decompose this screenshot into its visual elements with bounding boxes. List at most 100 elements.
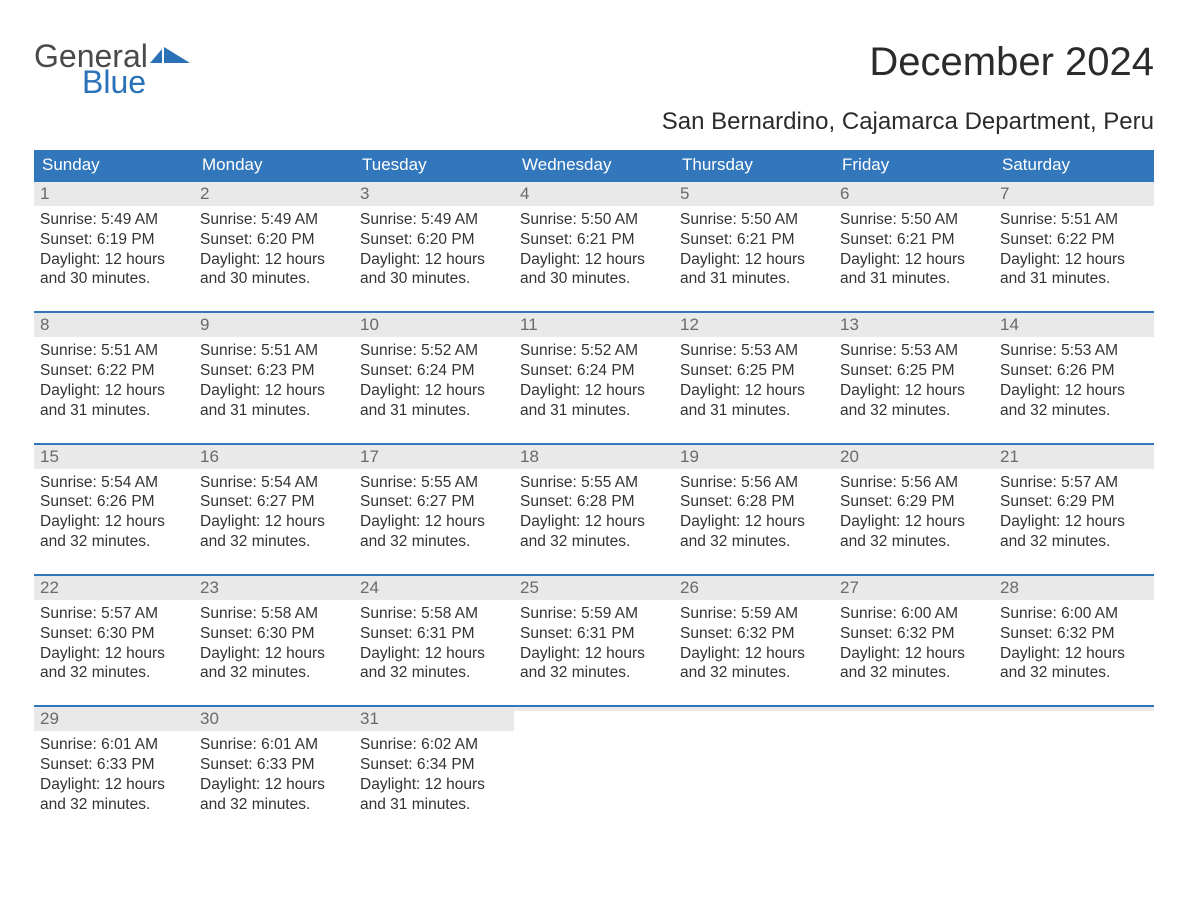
day-sunset: Sunset: 6:20 PM: [360, 230, 508, 250]
day-day1: Daylight: 12 hours: [840, 250, 988, 270]
day-sunset: Sunset: 6:21 PM: [520, 230, 668, 250]
day-number: 23: [194, 576, 354, 600]
day-sunset: Sunset: 6:24 PM: [520, 361, 668, 381]
day-details: Sunrise: 5:53 AMSunset: 6:25 PMDaylight:…: [834, 337, 994, 426]
day-number-row: 28: [994, 576, 1154, 600]
calendar-cell: 4Sunrise: 5:50 AMSunset: 6:21 PMDaylight…: [514, 182, 674, 295]
day-day2: and 32 minutes.: [1000, 532, 1148, 552]
day-day1: Daylight: 12 hours: [200, 250, 348, 270]
day-day1: Daylight: 12 hours: [200, 775, 348, 795]
calendar-cell: 15Sunrise: 5:54 AMSunset: 6:26 PMDayligh…: [34, 445, 194, 558]
day-details: Sunrise: 5:52 AMSunset: 6:24 PMDaylight:…: [514, 337, 674, 426]
day-sunrise: Sunrise: 5:53 AM: [680, 341, 828, 361]
day-number-row: 24: [354, 576, 514, 600]
day-day1: Daylight: 12 hours: [40, 250, 188, 270]
day-sunset: Sunset: 6:23 PM: [200, 361, 348, 381]
day-sunrise: Sunrise: 5:54 AM: [200, 473, 348, 493]
day-day2: and 31 minutes.: [520, 401, 668, 421]
day-sunset: Sunset: 6:20 PM: [200, 230, 348, 250]
calendar-cell: 9Sunrise: 5:51 AMSunset: 6:23 PMDaylight…: [194, 313, 354, 426]
day-number: 22: [34, 576, 194, 600]
day-number: 13: [834, 313, 994, 337]
day-sunrise: Sunrise: 5:57 AM: [40, 604, 188, 624]
day-number: 20: [834, 445, 994, 469]
calendar-cell: 6Sunrise: 5:50 AMSunset: 6:21 PMDaylight…: [834, 182, 994, 295]
calendar-cell: 18Sunrise: 5:55 AMSunset: 6:28 PMDayligh…: [514, 445, 674, 558]
day-number: 31: [354, 707, 514, 731]
calendar-cell: 30Sunrise: 6:01 AMSunset: 6:33 PMDayligh…: [194, 707, 354, 820]
day-day1: Daylight: 12 hours: [520, 512, 668, 532]
day-header-saturday: Saturday: [994, 150, 1154, 180]
day-day2: and 30 minutes.: [40, 269, 188, 289]
day-sunset: Sunset: 6:22 PM: [1000, 230, 1148, 250]
day-details: Sunrise: 5:51 AMSunset: 6:22 PMDaylight:…: [34, 337, 194, 426]
day-day2: and 30 minutes.: [200, 269, 348, 289]
day-day2: and 31 minutes.: [680, 401, 828, 421]
day-details: Sunrise: 5:57 AMSunset: 6:30 PMDaylight:…: [34, 600, 194, 689]
day-details: Sunrise: 6:00 AMSunset: 6:32 PMDaylight:…: [834, 600, 994, 689]
day-day1: Daylight: 12 hours: [1000, 512, 1148, 532]
day-details: Sunrise: 5:49 AMSunset: 6:20 PMDaylight:…: [194, 206, 354, 295]
day-sunrise: Sunrise: 5:49 AM: [360, 210, 508, 230]
day-sunrise: Sunrise: 5:50 AM: [520, 210, 668, 230]
calendar-cell: 20Sunrise: 5:56 AMSunset: 6:29 PMDayligh…: [834, 445, 994, 558]
day-header-tuesday: Tuesday: [354, 150, 514, 180]
day-details: Sunrise: 5:55 AMSunset: 6:27 PMDaylight:…: [354, 469, 514, 558]
day-number-row: 15: [34, 445, 194, 469]
day-number-row: 8: [34, 313, 194, 337]
day-details: Sunrise: 5:54 AMSunset: 6:27 PMDaylight:…: [194, 469, 354, 558]
day-sunrise: Sunrise: 5:59 AM: [680, 604, 828, 624]
day-day2: and 32 minutes.: [200, 663, 348, 683]
day-day2: and 30 minutes.: [360, 269, 508, 289]
day-number: 27: [834, 576, 994, 600]
calendar-cell: 27Sunrise: 6:00 AMSunset: 6:32 PMDayligh…: [834, 576, 994, 689]
day-sunset: Sunset: 6:26 PM: [1000, 361, 1148, 381]
day-sunrise: Sunrise: 5:53 AM: [1000, 341, 1148, 361]
calendar-cell: 2Sunrise: 5:49 AMSunset: 6:20 PMDaylight…: [194, 182, 354, 295]
day-day2: and 32 minutes.: [40, 795, 188, 815]
day-number: 21: [994, 445, 1154, 469]
calendar-cell: [994, 707, 1154, 820]
day-sunrise: Sunrise: 5:56 AM: [840, 473, 988, 493]
day-day1: Daylight: 12 hours: [1000, 381, 1148, 401]
day-sunset: Sunset: 6:21 PM: [680, 230, 828, 250]
calendar-week: 1Sunrise: 5:49 AMSunset: 6:19 PMDaylight…: [34, 180, 1154, 295]
day-day2: and 32 minutes.: [200, 795, 348, 815]
day-number: 26: [674, 576, 834, 600]
day-number-row: 23: [194, 576, 354, 600]
day-number-row: 17: [354, 445, 514, 469]
day-details: Sunrise: 6:01 AMSunset: 6:33 PMDaylight:…: [194, 731, 354, 820]
day-day1: Daylight: 12 hours: [840, 381, 988, 401]
day-number-row: 21: [994, 445, 1154, 469]
day-number: 30: [194, 707, 354, 731]
day-number-row: 27: [834, 576, 994, 600]
day-sunrise: Sunrise: 5:51 AM: [200, 341, 348, 361]
day-day2: and 30 minutes.: [520, 269, 668, 289]
day-details: Sunrise: 5:59 AMSunset: 6:32 PMDaylight:…: [674, 600, 834, 689]
day-number: 2: [194, 182, 354, 206]
day-details: Sunrise: 5:50 AMSunset: 6:21 PMDaylight:…: [514, 206, 674, 295]
day-number: 28: [994, 576, 1154, 600]
day-day1: Daylight: 12 hours: [680, 250, 828, 270]
day-day2: and 32 minutes.: [520, 663, 668, 683]
day-sunset: Sunset: 6:21 PM: [840, 230, 988, 250]
day-number-row: 20: [834, 445, 994, 469]
day-sunset: Sunset: 6:32 PM: [1000, 624, 1148, 644]
day-number-row: 29: [34, 707, 194, 731]
day-day1: Daylight: 12 hours: [40, 644, 188, 664]
day-day1: Daylight: 12 hours: [680, 644, 828, 664]
day-details: Sunrise: 5:55 AMSunset: 6:28 PMDaylight:…: [514, 469, 674, 558]
day-sunset: Sunset: 6:29 PM: [1000, 492, 1148, 512]
day-day2: and 32 minutes.: [680, 663, 828, 683]
day-number: 9: [194, 313, 354, 337]
day-day2: and 32 minutes.: [520, 532, 668, 552]
day-details: Sunrise: 5:51 AMSunset: 6:22 PMDaylight:…: [994, 206, 1154, 295]
calendar-cell: [834, 707, 994, 820]
calendar-cell: 28Sunrise: 6:00 AMSunset: 6:32 PMDayligh…: [994, 576, 1154, 689]
day-number-row: 26: [674, 576, 834, 600]
day-sunset: Sunset: 6:33 PM: [40, 755, 188, 775]
day-day2: and 32 minutes.: [840, 663, 988, 683]
day-number-row: 5: [674, 182, 834, 206]
day-day1: Daylight: 12 hours: [200, 644, 348, 664]
day-number: 14: [994, 313, 1154, 337]
